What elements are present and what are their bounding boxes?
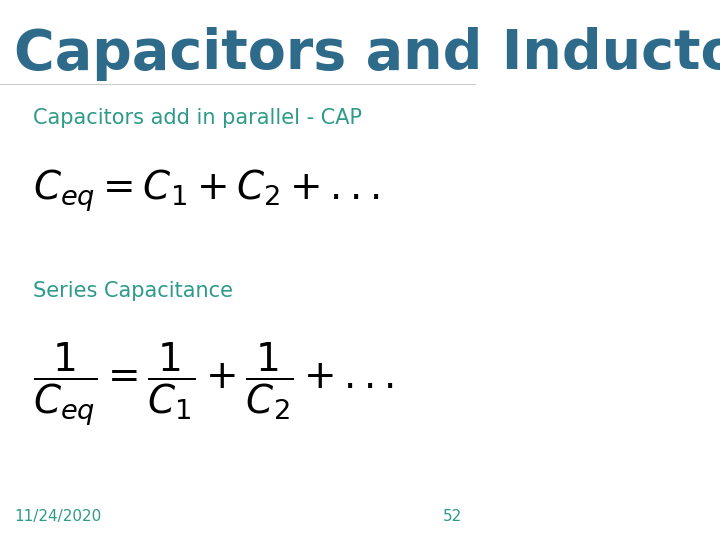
Text: Capacitors add in parallel - CAP: Capacitors add in parallel - CAP xyxy=(33,108,362,128)
Text: Capacitors and Inductors: Capacitors and Inductors xyxy=(14,27,720,81)
Text: Series Capacitance: Series Capacitance xyxy=(33,281,233,301)
Text: $C_{eq} = C_1 + C_2 + ...$: $C_{eq} = C_1 + C_2 + ...$ xyxy=(33,167,379,214)
Text: 11/24/2020: 11/24/2020 xyxy=(14,509,102,524)
Text: $\dfrac{1}{C_{eq}} = \dfrac{1}{C_1} + \dfrac{1}{C_2} + ...$: $\dfrac{1}{C_{eq}} = \dfrac{1}{C_1} + \d… xyxy=(33,340,395,428)
Text: 52: 52 xyxy=(443,509,462,524)
